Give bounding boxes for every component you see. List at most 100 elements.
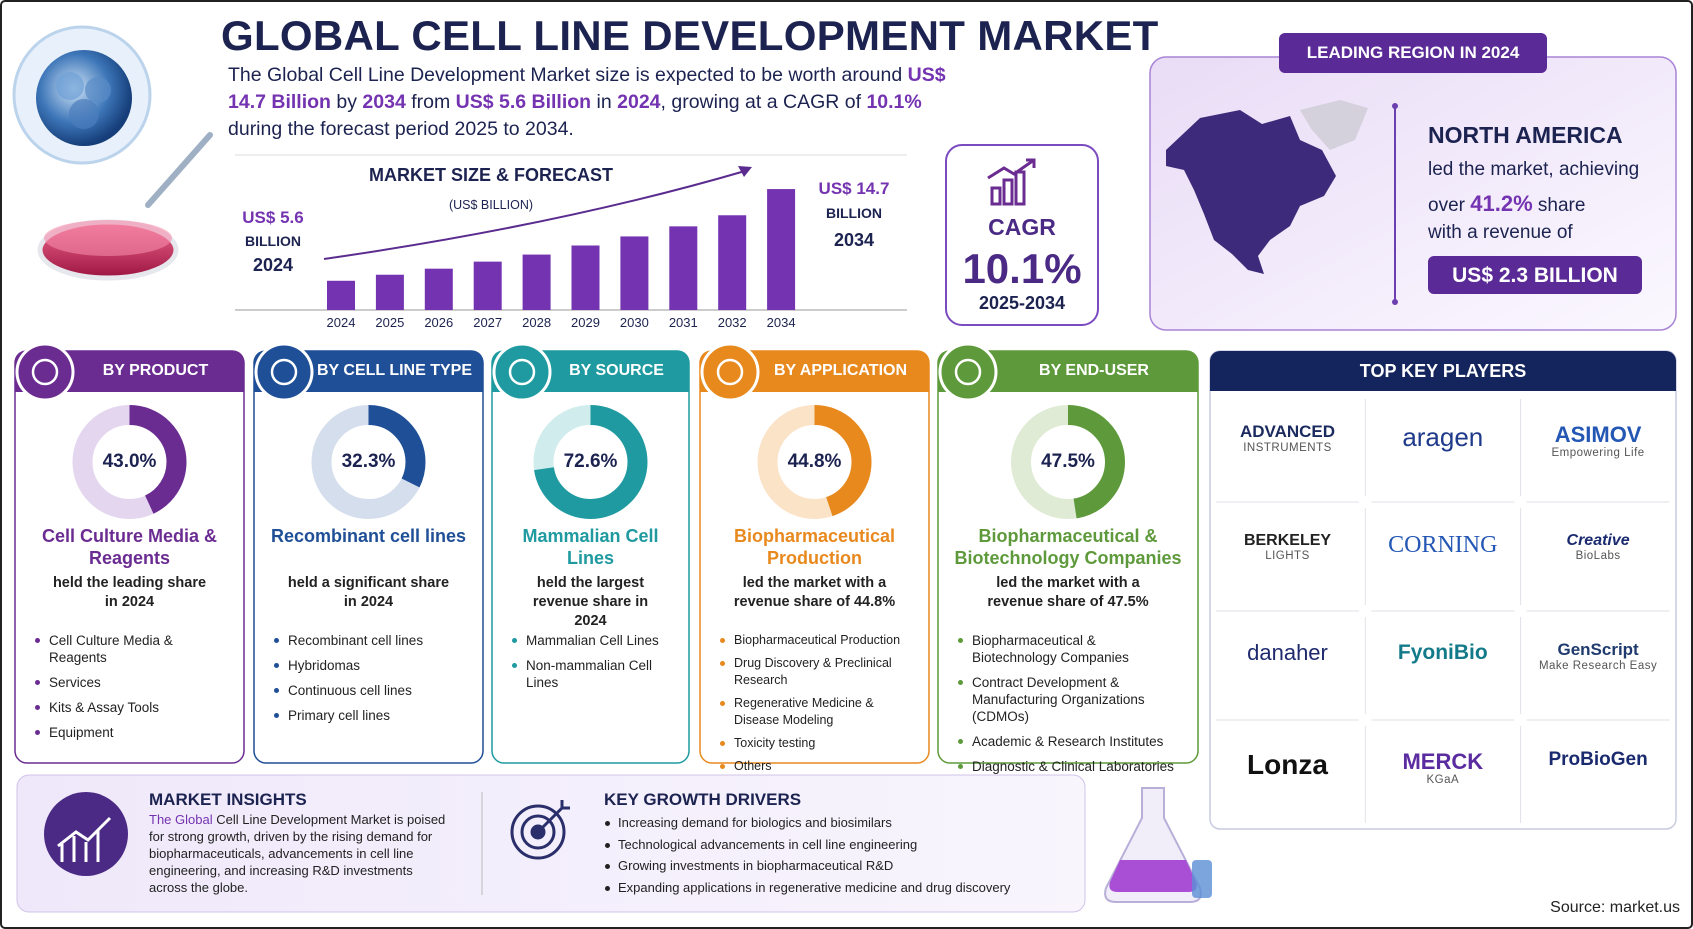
bar: [620, 236, 649, 310]
cell-illustration: [12, 25, 213, 281]
insights-title: MARKET INSIGHTS: [149, 790, 307, 809]
chart-annotation: US$ 14.7: [818, 179, 890, 198]
company-name: MERCK: [1402, 749, 1484, 774]
bullet: [274, 638, 279, 643]
bullet: [720, 638, 725, 643]
cagr-value: 10.1%: [962, 245, 1082, 292]
x-tick-label: 2030: [619, 315, 649, 330]
summary-highlight: 2034: [362, 91, 406, 113]
segment-title: BY SOURCE: [569, 362, 664, 379]
bullet: [958, 680, 963, 685]
segment-item: Cell Culture Media & Reagents: [33, 632, 228, 666]
bullet: [958, 764, 963, 769]
driver-item: Technological advancements in cell line …: [604, 837, 917, 852]
bullet: [605, 885, 610, 891]
company-sub: KGaA: [1426, 774, 1460, 787]
company-name: ASIMOV: [1554, 422, 1642, 447]
company-name: Lonza: [1247, 749, 1328, 780]
bullet: [35, 638, 40, 643]
segment-item: Services: [33, 674, 228, 691]
donut-label: 32.3%: [341, 451, 396, 472]
bullet: [720, 741, 725, 746]
segment-items: Mammalian Cell Lines Non-mammalian Cell L…: [510, 632, 673, 699]
segment-item: Equipment: [33, 724, 228, 741]
company-name: aragen: [1402, 422, 1484, 452]
chart-annotation: US$ 5.6: [242, 208, 304, 227]
region-badge: [1279, 33, 1547, 73]
insights-glyph: [57, 816, 112, 862]
x-tick-label: 2029: [571, 315, 600, 330]
x-tick-label: 2026: [424, 315, 454, 330]
segment-title: BY APPLICATION: [773, 362, 908, 379]
region-name: NORTH AMERICA: [1428, 122, 1623, 148]
bar: [669, 226, 698, 310]
segment-icon: [938, 342, 998, 402]
company-logo: aragen: [1365, 423, 1520, 452]
segment-icon-glyph: [31, 358, 59, 386]
company-logo: CORNING: [1365, 532, 1520, 558]
segment-note: led the market with a revenue share of 4…: [733, 575, 896, 610]
insights-highlight: The Global: [149, 812, 213, 827]
drivers-title: KEY GROWTH DRIVERS: [604, 790, 802, 809]
donut-arc: [72, 405, 187, 519]
segment-item: Mammalian Cell Lines: [510, 632, 673, 649]
insights-text-body: Cell Line Development Market is poised f…: [149, 812, 446, 895]
company-logo: FyoniBio: [1365, 641, 1520, 664]
bullet: [720, 701, 725, 706]
donut-label: 47.5%: [1041, 451, 1095, 472]
donut-arc: [533, 405, 648, 519]
company-logo: GenScript Make Research Easy: [1521, 640, 1676, 672]
company-sub: Empowering Life: [1551, 447, 1645, 460]
region-revenue: US$ 2.3 BILLION: [1452, 264, 1618, 287]
segment-leader: Biopharmaceutical Production: [733, 526, 896, 568]
trend-arrowhead: [738, 166, 752, 177]
segment-icon-glyph: [270, 358, 298, 386]
donut-arc: [1011, 405, 1125, 519]
segment-note: held the leading share in 2024: [52, 575, 207, 610]
segment-item: Continuous cell lines: [272, 682, 467, 699]
segment-leader: Recombinant cell lines: [270, 526, 467, 546]
bullet: [720, 661, 725, 666]
company-name: CORNING: [1388, 532, 1498, 558]
region-text: led the market, achieving: [1428, 159, 1640, 180]
segment-item: Drug Discovery & Preclinical Research: [718, 655, 913, 689]
company-logo: Creative BioLabs: [1521, 532, 1676, 562]
segment-icon-glyph: [508, 358, 536, 386]
page-title: GLOBAL CELL LINE DEVELOPMENT MARKET: [221, 12, 1159, 59]
segment-item: Primary cell lines: [272, 707, 467, 724]
x-tick-label: 2031: [668, 315, 698, 330]
summary-highlight: 10.1%: [866, 91, 922, 113]
cagr-label: CAGR: [988, 214, 1056, 240]
company-sub: Make Research Easy: [1538, 659, 1658, 672]
segment-icon-glyph: [716, 358, 744, 386]
summary-highlight: 2024: [617, 91, 661, 113]
donut-label: 43.0%: [102, 451, 157, 472]
region-text: with a revenue of: [1428, 222, 1573, 243]
bullet: [274, 713, 279, 718]
segment-items: Recombinant cell lines Hybridomas Continuo…: [272, 632, 467, 732]
segment-items: Biopharmaceutical & Biotechnology Compan…: [956, 632, 1182, 783]
donut-arc: [757, 405, 872, 519]
company-sub: LIGHTS: [1265, 549, 1310, 562]
x-tick-label: 2032: [717, 315, 747, 330]
revenue-badge: [1428, 256, 1642, 294]
segment-item: Academic & Research Institutes: [956, 733, 1182, 750]
chart-annotation: 2024: [252, 255, 294, 275]
bar: [571, 245, 600, 310]
segment-items: Cell Culture Media & Reagents Services Kit…: [33, 632, 228, 749]
segment-item: Others: [718, 758, 913, 775]
bar: [718, 215, 747, 310]
driver-item: Increasing demand for biologics and bios…: [604, 815, 892, 830]
segment-leader: Biopharmaceutical & Biotechnology Compan…: [954, 526, 1182, 568]
segment-item: Diagnostic & Clinical Laboratories: [956, 758, 1182, 775]
insights-icon: [44, 792, 128, 876]
chart-subtitle: (US$ BILLION): [448, 198, 534, 212]
donut-arc: [311, 405, 426, 519]
segment-items: Biopharmaceutical Production Drug Discove…: [718, 632, 913, 781]
bar: [327, 280, 355, 310]
company-logo: ProBioGen: [1521, 749, 1676, 771]
summary-text: , growing at a CAGR of: [660, 91, 862, 113]
donut-label: 72.6%: [563, 451, 618, 472]
